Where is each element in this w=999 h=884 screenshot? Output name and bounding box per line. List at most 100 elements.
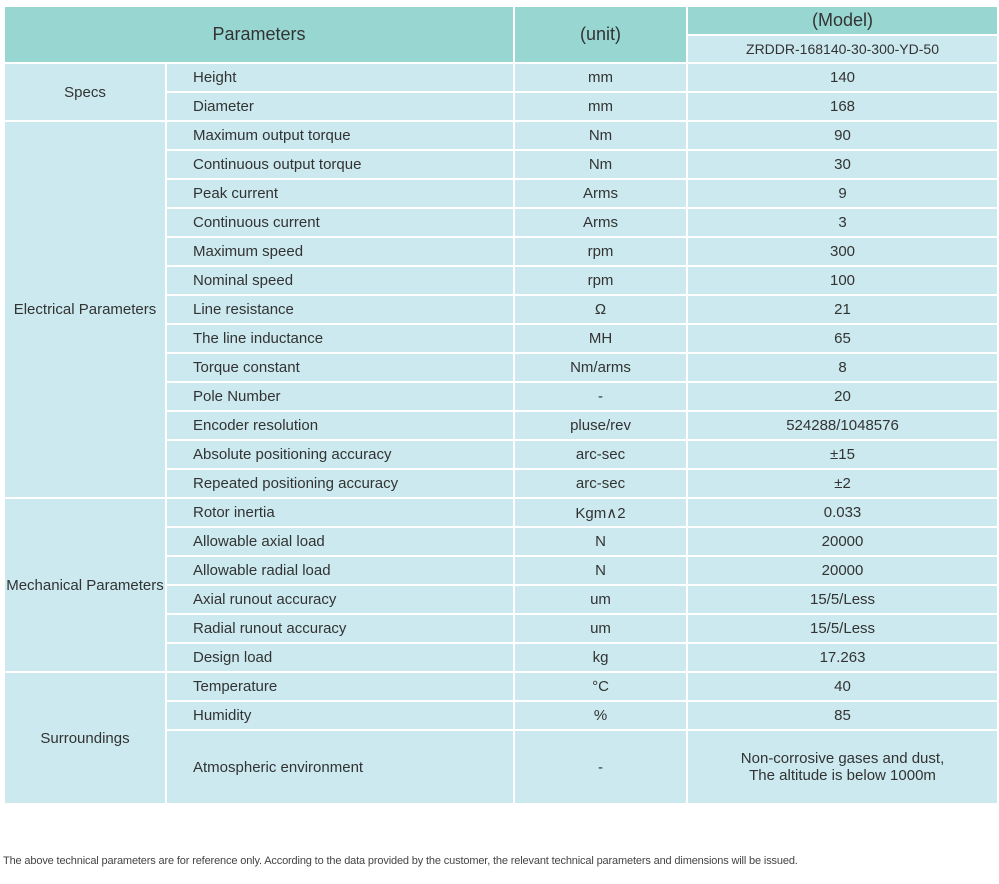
table-row: Radial runout accuracy um 15/5/Less: [4, 613, 999, 644]
table-row: The line inductance MH 65: [4, 323, 999, 354]
param-cell: Continuous current: [164, 207, 516, 238]
table-row: Atmospheric environment - Non-corrosive ga…: [4, 729, 999, 805]
table-row: Humidity% 85: [4, 700, 999, 731]
table-row: Line resistance Ω 21: [4, 294, 999, 325]
param-cell: Absolute positioning accuracy: [164, 439, 516, 470]
unit-cell: MH: [513, 323, 689, 354]
value-cell: 30: [686, 149, 999, 180]
header-cell: Parameters: [2, 5, 516, 64]
value-cell: 15/5/Less: [686, 613, 999, 644]
value-cell: 65: [686, 323, 999, 354]
value-cell: 21: [686, 294, 999, 325]
table-row: Surroundings Temperature °C 40: [3, 671, 999, 805]
unit-cell: arc-sec: [513, 468, 689, 499]
table-row: Diameter mm 168: [4, 91, 999, 122]
table-row: Specs Height mm 140: [3, 62, 999, 122]
unit-cell: arc-sec: [513, 439, 689, 470]
unit-cell: N: [513, 526, 689, 557]
unit-cell: -: [513, 381, 689, 412]
unit-cell: -: [513, 729, 689, 805]
group-cell: Electrical Parameters: [3, 120, 167, 499]
table-row: Axial runout accuracy um 15/5/Less: [4, 584, 999, 615]
unit-cell: °C: [513, 671, 689, 702]
header-row: Parameters (unit) (Model): [2, 5, 999, 64]
table-row: Torque constant Nm/arms 8: [4, 352, 999, 383]
value-cell: 168: [686, 91, 999, 122]
table-row: Encoder resolution pluse/rev 524288/104857…: [4, 410, 999, 441]
unit-cell: Nm/arms: [513, 352, 689, 383]
spec-table: Parameters (unit) (Model) ZRDDR-168140-3…: [2, 5, 999, 805]
unit-cell: Nm: [513, 120, 689, 151]
param-cell: Height: [164, 62, 516, 93]
value-cell: 8: [686, 352, 999, 383]
unit-cell: mm: [513, 62, 689, 93]
header-cell: (Model): [686, 5, 999, 36]
cell-line: Non-corrosive gases and dust,: [740, 750, 945, 767]
table-row: Pole Number -20: [4, 381, 999, 412]
group-cell: Surroundings: [3, 671, 167, 805]
param-cell: Repeated positioning accuracy: [164, 468, 516, 499]
param-cell: Pole Number: [164, 381, 516, 412]
param-cell: Axial runout accuracy: [164, 584, 516, 615]
param-cell: Maximum output torque: [164, 120, 516, 151]
header-cell: (unit): [513, 5, 689, 64]
param-cell: Humidity: [164, 700, 516, 731]
table-row: Electrical Parameters Maximum output torq…: [3, 120, 999, 499]
unit-cell: kg: [513, 642, 689, 673]
value-cell: 140: [686, 62, 999, 93]
unit-cell: um: [513, 613, 689, 644]
value-cell: ±2: [686, 468, 999, 499]
param-cell: Encoder resolution: [164, 410, 516, 441]
group-cell: Mechanical Parameters: [3, 497, 167, 673]
value-cell: 20000: [686, 555, 999, 586]
value-cell: 17.263: [686, 642, 999, 673]
footnote: The above technical parameters are for r…: [3, 855, 798, 867]
value-cell: 85: [686, 700, 999, 731]
value-cell: 3: [686, 207, 999, 238]
value-cell: 9: [686, 178, 999, 209]
table-row: Mechanical Parameters Rotor inertia Kgm∧2 0…: [3, 497, 999, 673]
param-cell: Allowable axial load: [164, 526, 516, 557]
cell-line: The altitude is below 1000m: [749, 767, 936, 784]
value-cell: 20000: [686, 526, 999, 557]
table-row: Continuous current Arms 3: [4, 207, 999, 238]
unit-cell: Arms: [513, 178, 689, 209]
table-row: Allowable axial load N 20000: [4, 526, 999, 557]
value-cell: 90: [686, 120, 999, 151]
unit-cell: Nm: [513, 149, 689, 180]
header-row: ZRDDR-168140-30-300-YD-50: [4, 34, 999, 64]
param-cell: The line inductance: [164, 323, 516, 354]
value-cell: 40: [686, 671, 999, 702]
param-cell: Radial runout accuracy: [164, 613, 516, 644]
unit-cell: N: [513, 555, 689, 586]
value-cell: 15/5/Less: [686, 584, 999, 615]
table-row: Continuous output torque Nm 30: [4, 149, 999, 180]
table-row: Maximum speed rpm 300: [4, 236, 999, 267]
value-cell: 20: [686, 381, 999, 412]
value-cell: 0.033: [686, 497, 999, 528]
unit-cell: Ω: [513, 294, 689, 325]
table-row: Design load kg 17.263: [4, 642, 999, 673]
table-body: Parameters (unit) (Model) ZRDDR-168140-3…: [2, 5, 999, 805]
value-cell: 300: [686, 236, 999, 267]
value-cell: Non-corrosive gases and dust, The altitud…: [686, 729, 999, 805]
param-cell: Design load: [164, 642, 516, 673]
model-cell: ZRDDR-168140-30-300-YD-50: [686, 34, 999, 64]
param-cell: Peak current: [164, 178, 516, 209]
unit-cell: Kgm∧2: [513, 497, 689, 528]
value-cell: 524288/1048576: [686, 410, 999, 441]
unit-cell: pluse/rev: [513, 410, 689, 441]
param-cell: Diameter: [164, 91, 516, 122]
table-row: Peak current Arms 9: [4, 178, 999, 209]
unit-cell: Arms: [513, 207, 689, 238]
param-cell: Torque constant: [164, 352, 516, 383]
value-cell: ±15: [686, 439, 999, 470]
value-cell: 100: [686, 265, 999, 296]
param-cell: Rotor inertia: [164, 497, 516, 528]
param-cell: Allowable radial load: [164, 555, 516, 586]
unit-cell: rpm: [513, 265, 689, 296]
param-cell: Nominal speed: [164, 265, 516, 296]
table-row: Nominal speed rpm 100: [4, 265, 999, 296]
